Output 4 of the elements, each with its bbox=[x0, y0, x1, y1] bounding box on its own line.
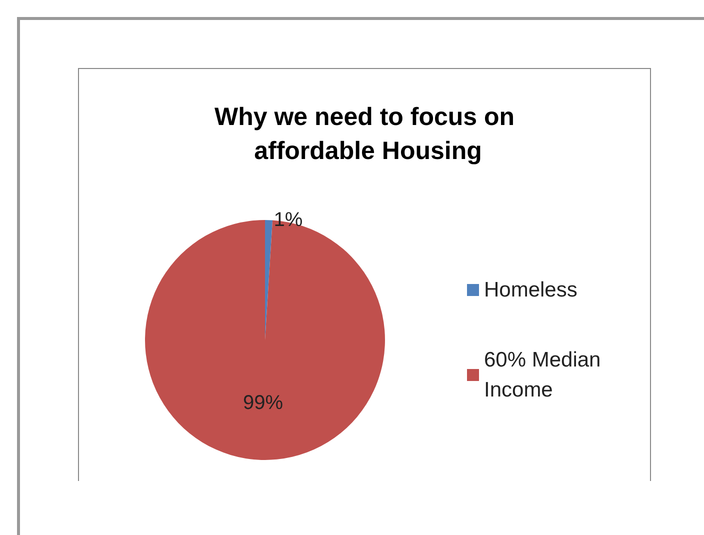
legend-label: Homeless bbox=[484, 278, 578, 302]
legend-label: 60% Median Income bbox=[484, 348, 607, 402]
chart-title: Why we need to focus on affordable Housing bbox=[214, 103, 522, 165]
data-label: 99% bbox=[243, 392, 284, 414]
